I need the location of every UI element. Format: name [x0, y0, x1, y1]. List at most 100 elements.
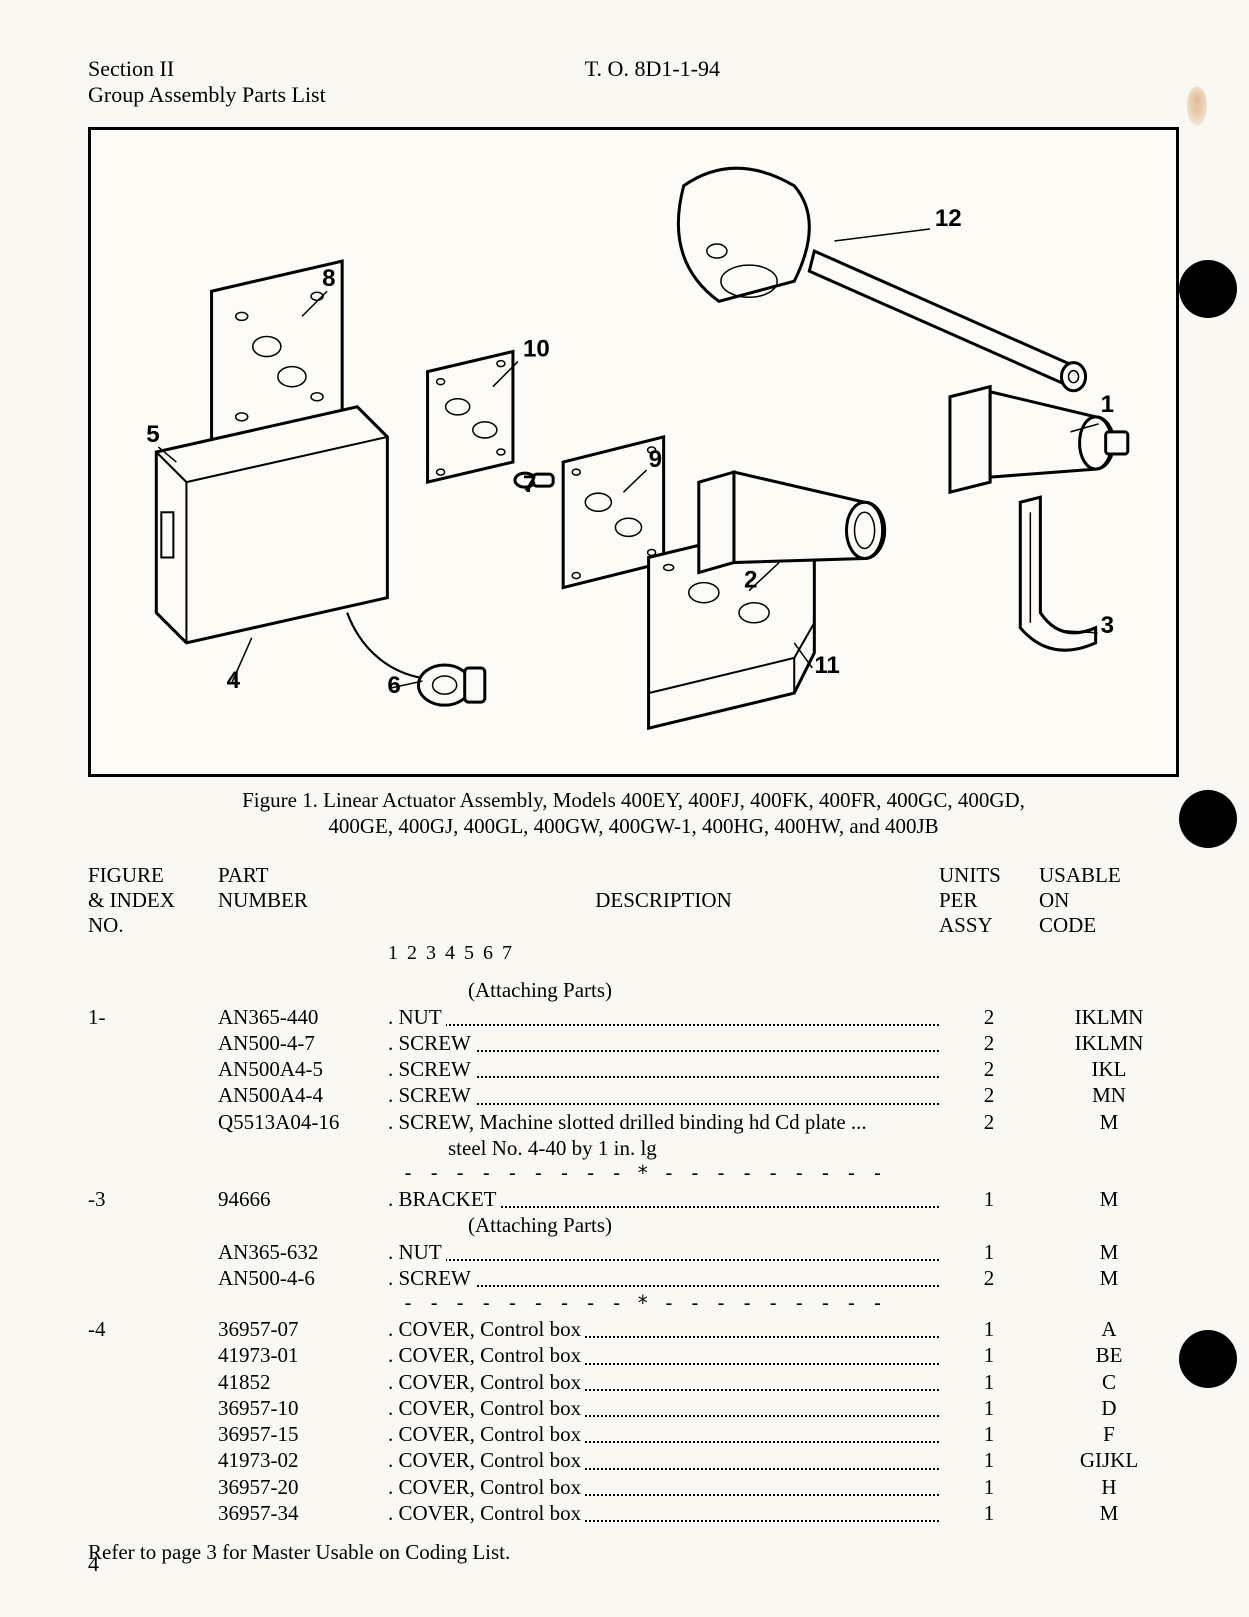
figure-index [88, 1265, 218, 1291]
separator: - - - - - - - - - * - - - - - - - - - [388, 1291, 939, 1316]
page-number: 4 [88, 1551, 99, 1577]
callout-3: 3 [1101, 612, 1114, 639]
callout-1: 1 [1101, 391, 1114, 418]
section-label: (Attaching Parts) [388, 977, 939, 1003]
figure-index [88, 1421, 218, 1447]
part-number: AN365-440 [218, 1004, 388, 1030]
table-row: - - - - - - - - - * - - - - - - - - - [88, 1161, 1179, 1186]
table-row: (Attaching Parts) [88, 1212, 1179, 1238]
figure-index [88, 1395, 218, 1421]
separator: - - - - - - - - - * - - - - - - - - - [388, 1161, 939, 1186]
figure-frame: 128101579231146 [88, 127, 1179, 777]
parts-table: FIGURE & INDEX NO. PART NUMBER DESCRIPTI… [88, 863, 1179, 1526]
figure-index [88, 1500, 218, 1526]
table-row: -394666. BRACKET 1M [88, 1186, 1179, 1212]
description-continued: steel No. 4-40 by 1 in. lg [388, 1135, 939, 1161]
callout-10: 10 [523, 335, 550, 362]
usable-on-code: IKL [1039, 1056, 1179, 1082]
figure-index: -3 [88, 1186, 218, 1212]
table-column-headers: FIGURE & INDEX NO. PART NUMBER DESCRIPTI… [88, 863, 1179, 938]
units-per-assy: 1 [939, 1342, 1039, 1368]
callout-12: 12 [935, 205, 962, 232]
indent-guide: 1 2 3 4 5 6 7 [388, 942, 1179, 965]
usable-on-code: M [1039, 1265, 1179, 1291]
description: . SCREW [388, 1082, 939, 1108]
table-row: Q5513A04-16. SCREW, Machine slotted dril… [88, 1109, 1179, 1135]
part-number: 36957-10 [218, 1395, 388, 1421]
figure-index [88, 1447, 218, 1473]
usable-on-code: D [1039, 1395, 1179, 1421]
table-row: -436957-07. COVER, Control box 1A [88, 1316, 1179, 1342]
col-part-number: PART NUMBER [218, 863, 388, 938]
description: . COVER, Control box [388, 1342, 939, 1368]
col-usable-on-code: USABLE ON CODE [1039, 863, 1179, 938]
table-row: 36957-20. COVER, Control box 1H [88, 1474, 1179, 1500]
part-number: 36957-34 [218, 1500, 388, 1526]
callout-9: 9 [649, 446, 662, 473]
figure-index [88, 1342, 218, 1368]
table-row: 1-AN365-440. NUT 2IKLMN [88, 1004, 1179, 1030]
page-stain [1187, 86, 1207, 126]
description: . SCREW [388, 1056, 939, 1082]
header-section-line1: Section II [88, 56, 326, 82]
table-row: AN500A4-4. SCREW 2MN [88, 1082, 1179, 1108]
figure-caption-line2: 400GE, 400GJ, 400GL, 400GW, 400GW-1, 400… [328, 814, 938, 838]
units-per-assy: 2 [939, 1265, 1039, 1291]
figure-caption: Figure 1. Linear Actuator Assembly, Mode… [184, 787, 1084, 840]
page: Section II Group Assembly Parts List T. … [0, 0, 1249, 1617]
figure-index [88, 1082, 218, 1108]
callout-8: 8 [322, 265, 335, 292]
table-row: 36957-34. COVER, Control box 1M [88, 1500, 1179, 1526]
description: . SCREW [388, 1265, 939, 1291]
figure-index [88, 1030, 218, 1056]
hole-punch [1179, 1330, 1237, 1388]
footer-note: Refer to page 3 for Master Usable on Cod… [88, 1540, 1179, 1565]
description: . SCREW, Machine slotted drilled binding… [388, 1109, 939, 1135]
usable-on-code: IKLMN [1039, 1030, 1179, 1056]
description: . COVER, Control box [388, 1395, 939, 1421]
part-12-actuator [678, 168, 1085, 391]
figure-index [88, 1239, 218, 1265]
units-per-assy: 1 [939, 1421, 1039, 1447]
part-3-bracket [1020, 497, 1095, 650]
part-number: 94666 [218, 1186, 388, 1212]
figure-caption-line1: Figure 1. Linear Actuator Assembly, Mode… [242, 788, 1025, 812]
units-per-assy: 1 [939, 1369, 1039, 1395]
table-row: 41852. COVER, Control box 1C [88, 1369, 1179, 1395]
description: . COVER, Control box [388, 1447, 939, 1473]
units-per-assy: 2 [939, 1030, 1039, 1056]
table-row: (Attaching Parts) [88, 977, 1179, 1003]
figure-index [88, 1109, 218, 1135]
part-2-cylinder [699, 472, 885, 572]
table-row: AN500-4-7. SCREW 2IKLMN [88, 1030, 1179, 1056]
part-4-control-box [156, 407, 387, 643]
units-per-assy: 1 [939, 1316, 1039, 1342]
section-label: (Attaching Parts) [388, 1212, 939, 1238]
usable-on-code: IKLMN [1039, 1004, 1179, 1030]
description: . COVER, Control box [388, 1421, 939, 1447]
callout-6: 6 [387, 672, 400, 699]
description: . BRACKET [388, 1186, 939, 1212]
units-per-assy: 2 [939, 1056, 1039, 1082]
table-row: 41973-02. COVER, Control box 1GIJKL [88, 1447, 1179, 1473]
page-header: Section II Group Assembly Parts List T. … [88, 56, 1179, 109]
table-row: 36957-10. COVER, Control box 1D [88, 1395, 1179, 1421]
figure-index [88, 1474, 218, 1500]
part-number: AN500-4-7 [218, 1030, 388, 1056]
table-rows: (Attaching Parts)1-AN365-440. NUT 2IKLMN… [88, 977, 1179, 1526]
usable-on-code: M [1039, 1109, 1179, 1135]
units-per-assy: 2 [939, 1082, 1039, 1108]
part-10-plate [428, 351, 513, 482]
header-section-line2: Group Assembly Parts List [88, 82, 326, 108]
part-number: 36957-20 [218, 1474, 388, 1500]
table-row: AN500A4-5. SCREW 2IKL [88, 1056, 1179, 1082]
figure-svg: 128101579231146 [91, 130, 1176, 774]
col-figure-index: FIGURE & INDEX NO. [88, 863, 218, 938]
part-number: 41973-02 [218, 1447, 388, 1473]
description: . NUT [388, 1239, 939, 1265]
usable-on-code: A [1039, 1316, 1179, 1342]
units-per-assy: 2 [939, 1109, 1039, 1135]
units-per-assy: 1 [939, 1186, 1039, 1212]
usable-on-code: M [1039, 1186, 1179, 1212]
usable-on-code: F [1039, 1421, 1179, 1447]
